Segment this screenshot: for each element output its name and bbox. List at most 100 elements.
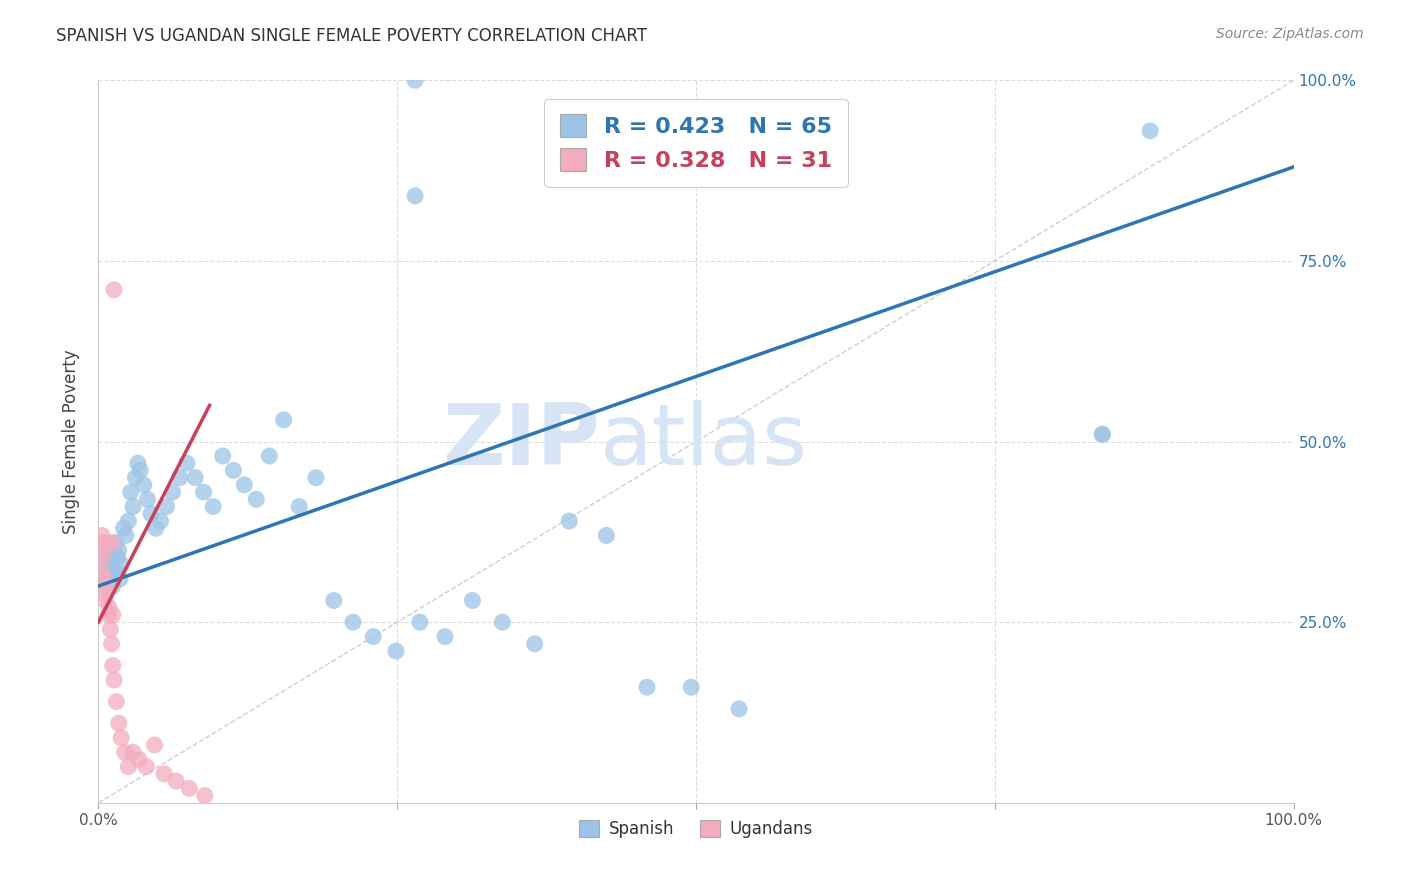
Point	[434, 630, 457, 644]
Point	[117, 514, 139, 528]
Point	[128, 752, 150, 766]
Point	[97, 607, 120, 622]
Point	[193, 485, 215, 500]
Point	[98, 600, 121, 615]
Point	[97, 542, 120, 557]
Point	[202, 500, 225, 514]
Point	[124, 470, 146, 484]
Point	[100, 558, 122, 572]
Point	[91, 565, 114, 579]
Point	[273, 413, 295, 427]
Point	[1139, 124, 1161, 138]
Text: ZIP: ZIP	[443, 400, 600, 483]
Point	[91, 550, 114, 565]
Point	[97, 565, 120, 579]
Point	[93, 535, 115, 549]
Point	[90, 542, 112, 557]
Point	[108, 572, 131, 586]
Point	[127, 456, 149, 470]
Point	[101, 579, 124, 593]
Point	[129, 463, 152, 477]
Point	[145, 521, 167, 535]
Point	[385, 644, 408, 658]
Point	[91, 586, 114, 600]
Text: atlas: atlas	[600, 400, 808, 483]
Text: SPANISH VS UGANDAN SINGLE FEMALE POVERTY CORRELATION CHART: SPANISH VS UGANDAN SINGLE FEMALE POVERTY…	[56, 27, 647, 45]
Point	[153, 767, 176, 781]
Point	[107, 542, 129, 557]
Point	[184, 470, 207, 484]
Point	[404, 73, 426, 87]
Point	[1091, 427, 1114, 442]
Point	[491, 615, 513, 630]
Point	[233, 478, 256, 492]
Point	[305, 470, 328, 484]
Point	[117, 760, 139, 774]
Point	[135, 760, 157, 774]
Point	[112, 521, 135, 535]
Point	[110, 558, 132, 572]
Point	[103, 673, 125, 687]
Point	[94, 593, 117, 607]
Point	[107, 716, 129, 731]
Point	[101, 658, 124, 673]
Point	[409, 615, 432, 630]
Point	[194, 789, 217, 803]
Text: Source: ZipAtlas.com: Source: ZipAtlas.com	[1216, 27, 1364, 41]
Point	[104, 535, 127, 549]
Point	[94, 579, 117, 593]
Point	[103, 283, 125, 297]
Point	[93, 572, 115, 586]
Point	[179, 781, 201, 796]
Point	[139, 507, 162, 521]
Point	[98, 550, 121, 565]
Point	[342, 615, 364, 630]
Point	[404, 189, 426, 203]
Point	[136, 492, 159, 507]
Point	[169, 470, 191, 484]
Point	[322, 593, 344, 607]
Point	[91, 528, 114, 542]
Point	[91, 550, 114, 565]
Point	[595, 528, 617, 542]
Y-axis label: Single Female Poverty: Single Female Poverty	[62, 350, 80, 533]
Point	[149, 514, 172, 528]
Point	[105, 565, 128, 579]
Point	[132, 478, 155, 492]
Point	[523, 637, 546, 651]
Point	[681, 680, 703, 694]
Point	[100, 637, 122, 651]
Point	[120, 485, 142, 500]
Point	[288, 500, 311, 514]
Point	[114, 745, 136, 759]
Point	[162, 485, 184, 500]
Point	[259, 449, 281, 463]
Point	[155, 500, 177, 514]
Point	[101, 607, 124, 622]
Point	[110, 731, 132, 745]
Point	[1091, 427, 1114, 442]
Point	[96, 579, 118, 593]
Point	[211, 449, 233, 463]
Point	[122, 500, 145, 514]
Point	[115, 528, 138, 542]
Point	[122, 745, 145, 759]
Point	[222, 463, 245, 477]
Point	[94, 535, 117, 549]
Point	[103, 550, 125, 565]
Point	[176, 456, 198, 470]
Point	[558, 514, 581, 528]
Point	[107, 550, 129, 565]
Point	[728, 702, 751, 716]
Point	[98, 572, 122, 586]
Point	[93, 572, 115, 586]
Point	[165, 774, 187, 789]
Point	[461, 593, 484, 607]
Point	[636, 680, 658, 694]
Legend: Spanish, Ugandans: Spanish, Ugandans	[572, 814, 820, 845]
Point	[96, 558, 118, 572]
Point	[143, 738, 166, 752]
Point	[105, 695, 128, 709]
Point	[245, 492, 267, 507]
Point	[101, 535, 124, 549]
